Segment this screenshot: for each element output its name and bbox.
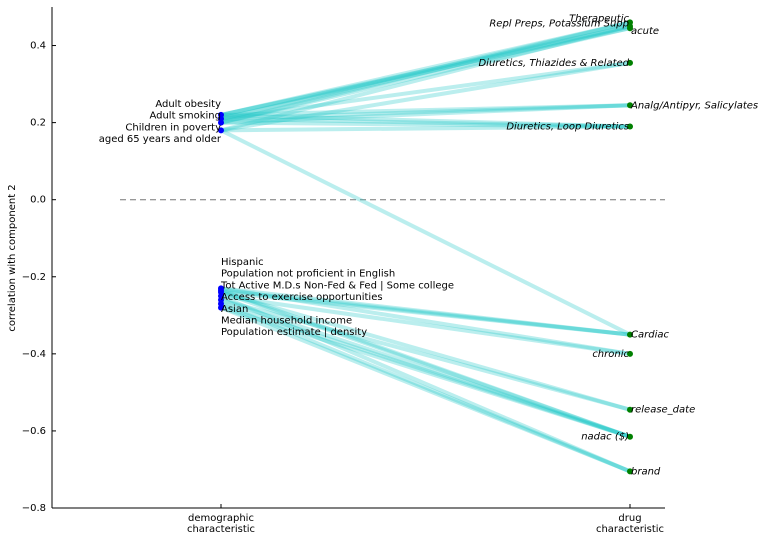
node-label: Analg/Antipyr, Salicylates xyxy=(630,100,758,111)
node-dot xyxy=(218,119,224,126)
edge xyxy=(220,103,631,117)
edge xyxy=(220,305,631,439)
edge xyxy=(220,288,631,337)
edge xyxy=(220,288,631,439)
node-dot xyxy=(627,25,633,32)
node-label: chronic xyxy=(592,349,629,360)
node-label: Population not proficient in English xyxy=(221,269,395,280)
edge xyxy=(220,297,631,412)
node-label: nadac ($) xyxy=(581,432,629,443)
edge xyxy=(220,103,631,121)
node-dot xyxy=(627,468,633,475)
edge xyxy=(220,290,631,412)
x-tick-label: demographic characteristic xyxy=(187,513,255,535)
edge xyxy=(220,26,631,125)
y-tick-label: 0.0 xyxy=(30,195,46,206)
edge xyxy=(220,286,631,337)
edge xyxy=(220,112,631,129)
edge xyxy=(220,305,631,474)
node-label: Children in poverty xyxy=(125,122,221,133)
y-tick-label: −0.2 xyxy=(22,272,46,283)
node-label: brand xyxy=(631,466,661,477)
edge xyxy=(220,301,631,439)
edge xyxy=(220,290,631,337)
edge xyxy=(220,290,631,439)
node-dot xyxy=(218,287,224,294)
y-tick-label: −0.4 xyxy=(22,349,46,360)
node-label: Hispanic xyxy=(221,257,264,268)
edge xyxy=(220,103,631,125)
node-label: Diuretics, Thiazides & Related xyxy=(478,58,629,69)
edge xyxy=(220,24,631,121)
node-label: Median household income xyxy=(221,316,352,327)
edge xyxy=(220,20,631,125)
edge xyxy=(220,24,631,117)
edge xyxy=(220,60,631,133)
y-tick-label: 0.2 xyxy=(30,118,46,129)
y-tick-label: −0.8 xyxy=(22,503,46,514)
y-axis-label: correlation with component 2 xyxy=(7,184,18,331)
edge xyxy=(220,297,631,439)
node-label: Diuretics, Loop Diuretics xyxy=(506,121,629,132)
edge xyxy=(220,116,631,129)
edge xyxy=(220,286,631,356)
edge xyxy=(220,294,631,356)
node-dot xyxy=(627,59,633,66)
node-dot xyxy=(627,433,633,440)
node-label: Access to exercise opportunities xyxy=(221,292,383,303)
node-label: release_date xyxy=(631,405,695,416)
x-tick-label: drug characteristic xyxy=(596,513,664,535)
node-dot xyxy=(218,300,224,307)
node-label: aged 65 years and older xyxy=(99,134,222,145)
edge xyxy=(220,26,631,117)
node-label: Adult obesity xyxy=(155,99,221,110)
edge xyxy=(220,294,631,474)
node-label: Asian xyxy=(221,304,248,315)
edge xyxy=(220,20,631,121)
node-dot xyxy=(627,123,633,130)
edge xyxy=(220,120,631,129)
node-label: Cardiac xyxy=(631,330,669,341)
node-dot xyxy=(218,127,224,134)
y-tick-label: −0.6 xyxy=(22,426,46,437)
node-dot xyxy=(627,406,633,413)
node-dot xyxy=(627,350,633,357)
edge xyxy=(220,124,631,133)
node-label: Therapeutic xyxy=(569,13,629,24)
edge xyxy=(220,128,631,337)
node-dot xyxy=(627,102,633,109)
node-label: Population estimate | density xyxy=(221,327,367,338)
node-label: Repl Preps, Potassium Supp xyxy=(489,18,629,29)
edge xyxy=(220,60,631,121)
node-dot xyxy=(218,293,224,300)
edge xyxy=(220,24,631,133)
y-tick-label: 0.4 xyxy=(30,41,46,52)
edge xyxy=(220,301,631,474)
node-label: acute xyxy=(631,26,659,37)
node-label: Adult smoking xyxy=(149,111,221,122)
node-dot xyxy=(627,331,633,338)
edge xyxy=(220,20,631,117)
node-label: Tot Active M.D.s Non-Fed & Fed | Some co… xyxy=(220,280,454,291)
